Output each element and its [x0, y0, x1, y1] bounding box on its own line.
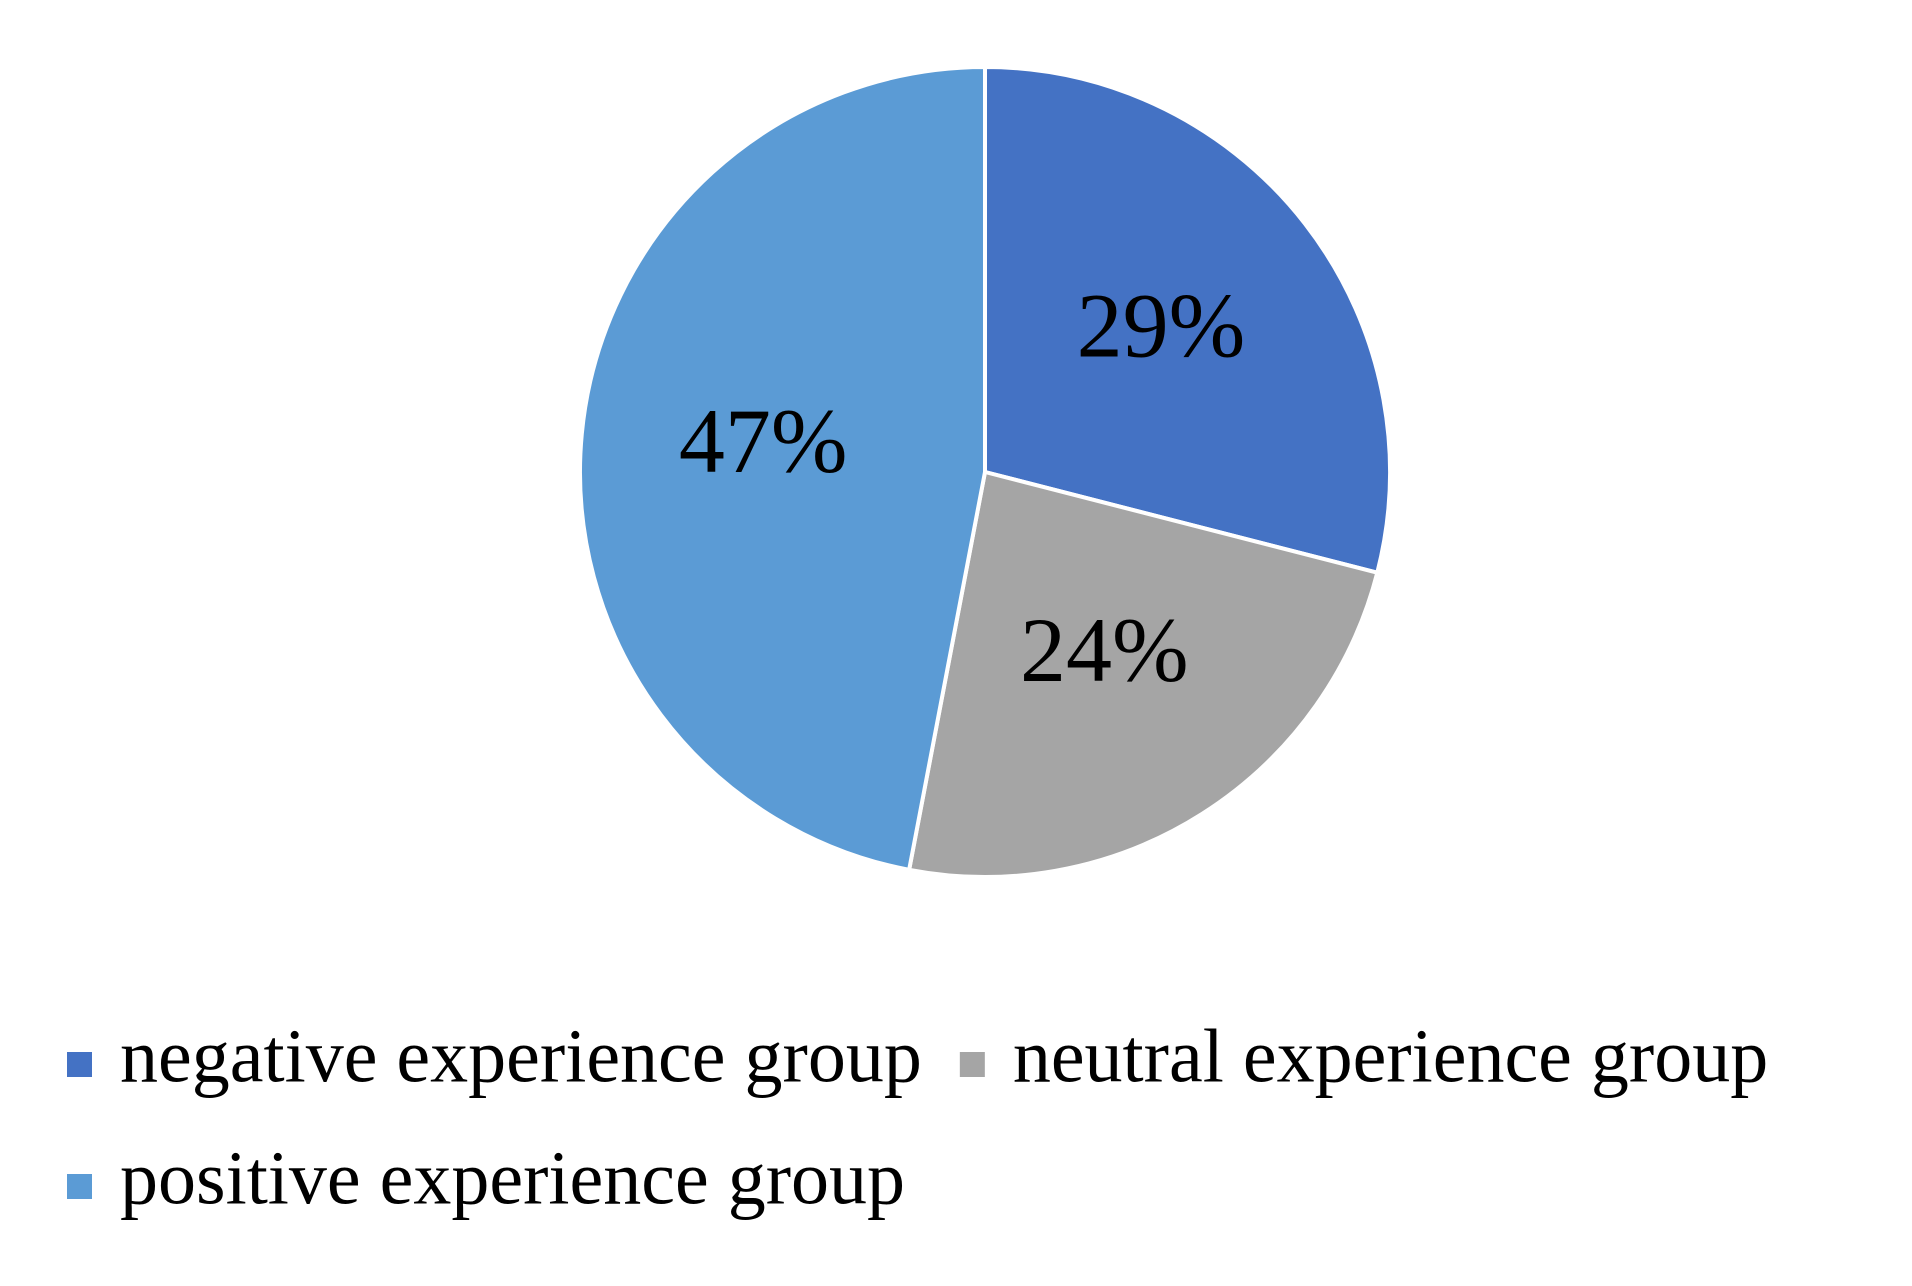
- legend-marker: [959, 1052, 985, 1077]
- legend-label: positive experience group: [120, 1136, 905, 1220]
- legend-label: negative experience group: [120, 1014, 922, 1098]
- pie-slice: [907, 470, 1380, 879]
- slice-label: 29%: [1077, 275, 1246, 377]
- slice-label: 47%: [679, 390, 848, 492]
- legend-marker: [67, 1052, 92, 1077]
- pie-slice: [578, 65, 987, 872]
- legend-item: neutral experience group: [959, 1014, 1768, 1098]
- pie-slice: [983, 65, 1392, 575]
- slice-label: 24%: [1020, 599, 1189, 701]
- legend-marker: [67, 1174, 92, 1199]
- legend-item: negative experience group: [67, 1014, 922, 1098]
- legend-label: neutral experience group: [1013, 1014, 1768, 1098]
- legend-item: positive experience group: [67, 1136, 905, 1220]
